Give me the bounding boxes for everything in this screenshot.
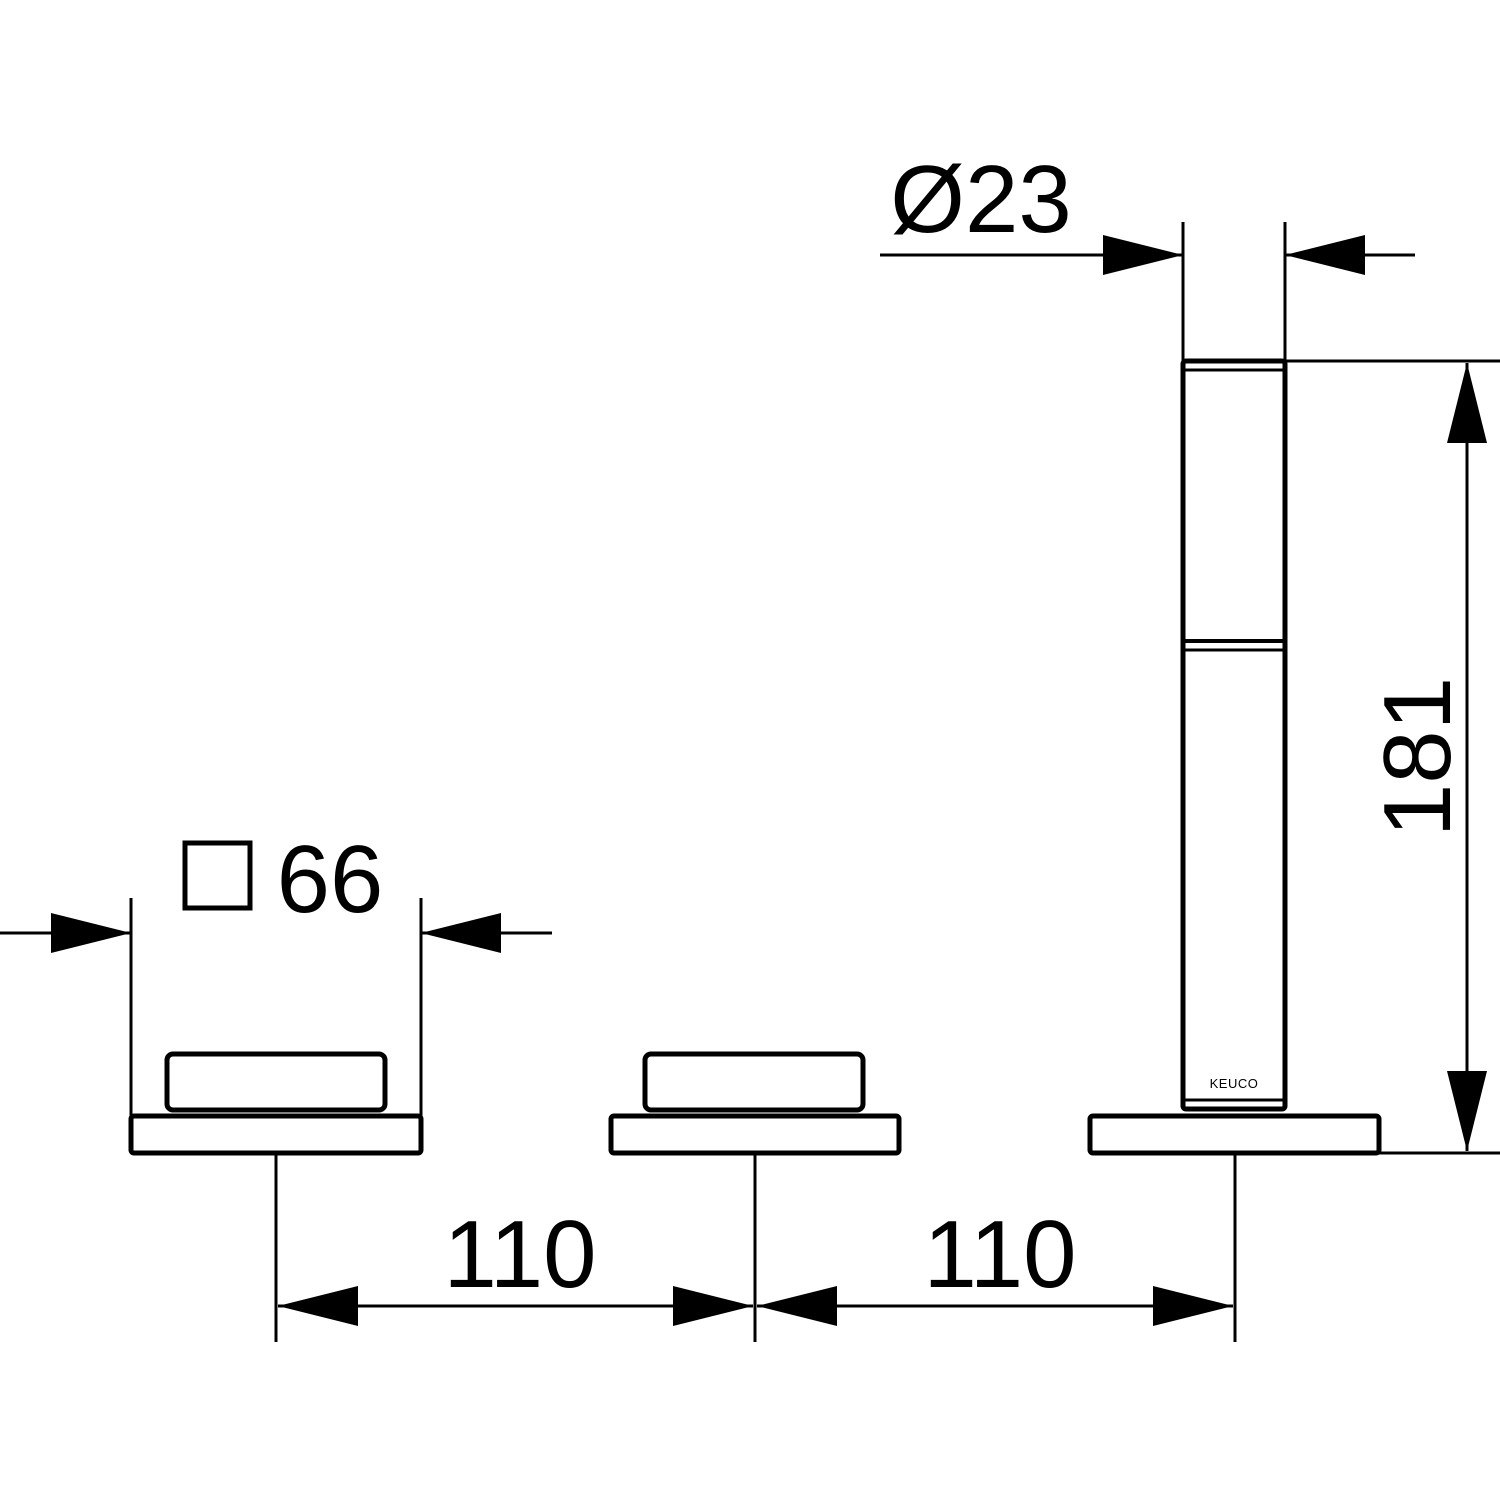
dim-spacing-left-label: 110 [443,1201,596,1308]
square-symbol-icon [182,840,253,911]
spout [1087,358,1382,1156]
dim-spout-diameter-label: Ø23 [890,146,1071,253]
spout-logo: KEUCO [1210,1076,1259,1091]
dim-spout-height [1285,359,1500,1155]
center-handle-base [608,1113,902,1156]
center-handle-knob [642,1051,866,1113]
dim-spacing-right-label: 110 [923,1201,1076,1308]
spout-column [1180,358,1288,1112]
left-handle [128,1051,424,1156]
left-handle-base [128,1113,424,1156]
left-handle-knob [164,1051,388,1113]
spout-base [1087,1113,1382,1156]
dim-handle-square [0,898,552,1116]
dim-spout-diameter [880,222,1415,361]
dim-spacing [274,1153,1237,1342]
dim-spout-height-label: 181 [1364,677,1471,837]
dim-handle-square-label: 66 [277,826,384,933]
center-handle [608,1051,902,1156]
